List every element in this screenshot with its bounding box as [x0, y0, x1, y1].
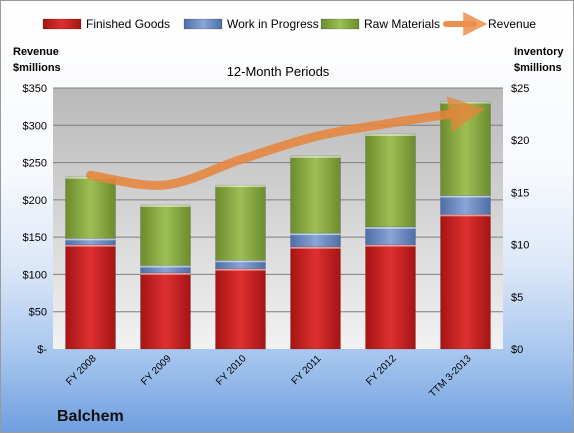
- bar-segment-raw-materials: [65, 176, 116, 239]
- company-name: Balchem: [57, 408, 124, 425]
- revenue-line-path: [86, 96, 486, 190]
- category-label: FY 2011: [290, 353, 324, 387]
- bar-segment-highlight: [215, 185, 266, 188]
- revenue-line: [86, 96, 486, 190]
- left-tick-label: $350: [23, 83, 47, 95]
- bar-segment-highlight: [365, 226, 416, 229]
- bar-segment-highlight: [65, 238, 116, 241]
- chart-title: 12-Month Periods: [227, 64, 330, 79]
- left-tick-label: $250: [23, 158, 47, 170]
- right-axis-title-line2: $millions: [514, 62, 562, 74]
- bar-segment-highlight: [290, 155, 341, 158]
- gridlines: [53, 87, 503, 313]
- bar-segment-highlight: [215, 260, 266, 263]
- bar-segment-highlight: [140, 265, 191, 268]
- legend-label: Revenue: [488, 17, 536, 31]
- legend-swatch-finished-goods: [42, 18, 82, 30]
- right-tick-label: $15: [511, 187, 529, 199]
- right-tick-label: $10: [511, 240, 529, 252]
- right-axis-title-line1: Inventory: [514, 46, 564, 58]
- left-tick-label: $100: [23, 269, 47, 281]
- chart-legend: Finished Goods Work in Progress Raw Materi…: [42, 12, 536, 36]
- bar-segment-work-in-progress: [290, 232, 341, 247]
- right-tick-label: $25: [511, 83, 529, 95]
- bar-segment-highlight: [290, 246, 341, 249]
- bar-segment-highlight: [65, 244, 116, 247]
- bar-segment-finished-goods: [140, 272, 191, 350]
- bar-segment-highlight: [440, 101, 491, 104]
- bar-segment-work-in-progress: [365, 226, 416, 245]
- bar-segment-finished-goods: [290, 246, 341, 350]
- bar-segment-highlight: [140, 204, 191, 207]
- left-axis-ticks: $- $50 $100 $150 $200 $250 $300 $350: [23, 83, 48, 356]
- right-tick-label: $0: [511, 344, 523, 356]
- left-tick-label: $50: [29, 307, 47, 319]
- legend-label: Work in Progress: [227, 17, 319, 31]
- left-axis-title-line1: Revenue: [13, 46, 59, 58]
- category-label: TTM 3-2013: [427, 353, 474, 400]
- bar-segment-raw-materials: [215, 184, 266, 261]
- bar-segment-work-in-progress: [440, 195, 491, 215]
- bar-segment-highlight: [215, 268, 266, 271]
- category-label: FY 2010: [214, 353, 249, 388]
- right-axis-ticks: $0 $5 $10 $15 $20 $25: [511, 83, 529, 356]
- bar-segment-highlight: [365, 244, 416, 247]
- category-label: FY 2012: [364, 353, 399, 388]
- left-tick-label: $150: [23, 232, 47, 244]
- left-tick-label: $300: [23, 120, 47, 132]
- legend-label: Finished Goods: [86, 17, 170, 31]
- category-labels: FY 2008 FY 2009 FY 2010 FY 2011 FY 2012 TTM 3…: [64, 353, 474, 400]
- bar-segment-highlight: [140, 272, 191, 275]
- right-tick-label: $20: [511, 135, 529, 147]
- bar-segment-finished-goods: [65, 244, 116, 350]
- category-label: FY 2008: [64, 353, 99, 388]
- bar-segment-raw-materials: [140, 204, 191, 266]
- left-tick-label: $200: [23, 195, 47, 207]
- category-label: FY 2009: [139, 353, 174, 388]
- bar-segment-highlight: [365, 133, 416, 136]
- bar-segment-finished-goods: [440, 214, 491, 350]
- bar-series: [65, 101, 491, 350]
- legend-label: Raw Materials: [364, 17, 440, 31]
- right-tick-label: $5: [511, 292, 523, 304]
- bar-segment-finished-goods: [215, 268, 266, 350]
- bar-segment-raw-materials: [290, 155, 341, 234]
- bar-segment-finished-goods: [365, 244, 416, 350]
- bar-segment-highlight: [440, 214, 491, 217]
- bar-segment-raw-materials: [365, 133, 416, 228]
- legend-swatch-raw-materials: [320, 18, 360, 30]
- left-tick-label: $-: [37, 344, 47, 356]
- bar-segment-highlight: [440, 195, 491, 198]
- left-axis-title-line2: $millions: [13, 62, 61, 74]
- legend-swatch-work-in-progress: [183, 18, 223, 30]
- bar-segment-highlight: [290, 233, 341, 236]
- plot-area: [53, 88, 503, 349]
